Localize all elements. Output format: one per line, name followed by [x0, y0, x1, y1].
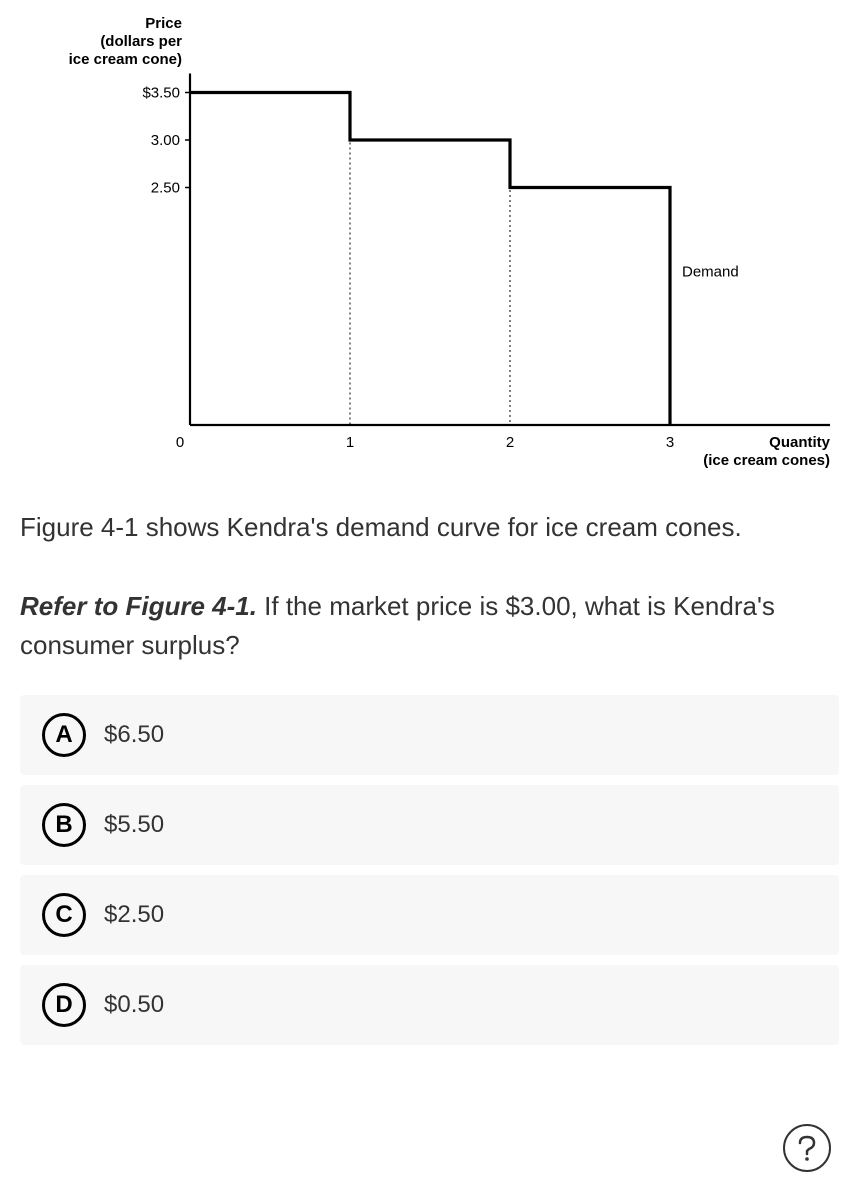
svg-text:Quantity: Quantity — [769, 434, 830, 451]
svg-text:0: 0 — [176, 434, 184, 451]
choice-letter: C — [42, 893, 86, 937]
svg-text:3: 3 — [666, 434, 674, 451]
question-prefix: Refer to Figure 4-1. — [20, 591, 257, 621]
svg-text:Demand: Demand — [682, 263, 739, 280]
choice-letter: A — [42, 713, 86, 757]
choice-b[interactable]: B $5.50 — [20, 785, 839, 865]
choice-text: $6.50 — [104, 721, 164, 749]
svg-text:1: 1 — [346, 434, 354, 451]
choice-text: $0.50 — [104, 991, 164, 1019]
choice-text: $5.50 — [104, 811, 164, 839]
choice-letter: B — [42, 803, 86, 847]
help-button[interactable] — [783, 1124, 831, 1172]
svg-text:2.50: 2.50 — [151, 180, 180, 197]
svg-text:3.00: 3.00 — [151, 132, 180, 149]
question-text: Refer to Figure 4-1. If the market price… — [20, 587, 839, 665]
choice-letter: D — [42, 983, 86, 1027]
help-icon — [792, 1133, 822, 1163]
chart-svg: Price(dollars perice cream cone) $3.50 3.0… — [20, 10, 850, 470]
choice-text: $2.50 — [104, 901, 164, 929]
svg-text:Price: Price — [145, 15, 182, 32]
choice-d[interactable]: D $0.50 — [20, 965, 839, 1045]
svg-text:$3.50: $3.50 — [142, 85, 180, 102]
figure-caption: Figure 4-1 shows Kendra's demand curve f… — [20, 508, 839, 547]
svg-text:2: 2 — [506, 434, 514, 451]
svg-text:ice cream cone): ice cream cone) — [69, 51, 182, 68]
svg-text:(ice cream cones): (ice cream cones) — [703, 452, 830, 469]
answer-choices: A $6.50 B $5.50 C $2.50 D $0.50 — [20, 695, 839, 1045]
demand-chart: Price(dollars perice cream cone) $3.50 3.0… — [20, 0, 839, 480]
svg-text:(dollars per: (dollars per — [100, 33, 182, 50]
choice-c[interactable]: C $2.50 — [20, 875, 839, 955]
choice-a[interactable]: A $6.50 — [20, 695, 839, 775]
